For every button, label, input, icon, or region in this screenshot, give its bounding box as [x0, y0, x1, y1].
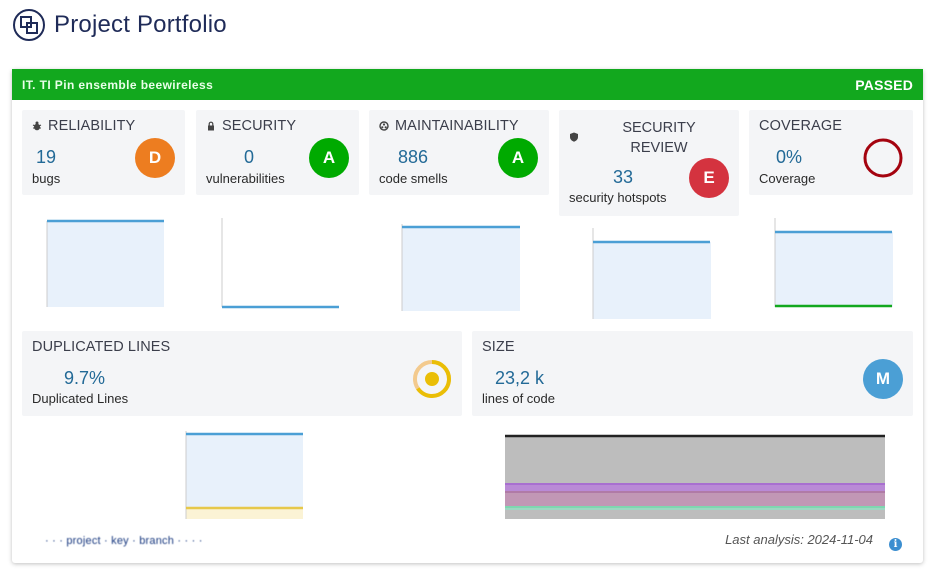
- duplicated-lines-title: DUPLICATED LINES: [32, 339, 170, 355]
- bug-icon: [32, 121, 42, 131]
- security-box[interactable]: SECURITY 0 vulnerabilities A: [196, 110, 359, 195]
- reliability-title: RELIABILITY: [32, 118, 135, 134]
- maintainability-box[interactable]: MAINTAINABILITY 886 code smells A: [369, 110, 549, 195]
- coverage-title: COVERAGE: [759, 118, 842, 134]
- last-analysis-date: Last analysis: 2024-11-04: [725, 532, 873, 547]
- reliability-caption: bugs: [32, 171, 61, 186]
- coverage-value[interactable]: 0%: [776, 147, 803, 167]
- coverage-history-chart[interactable]: [774, 218, 896, 310]
- page-title: Project Portfolio: [54, 11, 227, 38]
- info-icon[interactable]: i: [889, 538, 902, 551]
- maintainability-chart-area: [402, 227, 520, 311]
- duplications-chart-dup-area: [186, 508, 303, 519]
- quality-gate-status: PASSED: [855, 76, 913, 93]
- coverage-gauge[interactable]: [862, 137, 904, 179]
- coverage-box[interactable]: COVERAGE 0% Coverage: [749, 110, 913, 195]
- duplicated-lines-label: DUPLICATED LINES: [32, 339, 171, 355]
- coverage-chart-area: [775, 232, 893, 307]
- reliability-box[interactable]: RELIABILITY 19 bugs D: [22, 110, 185, 195]
- size-chart-area-purple: [505, 484, 885, 492]
- security-rating[interactable]: A: [309, 138, 349, 178]
- duplicated-lines-box[interactable]: DUPLICATED LINES 9.7% Duplicated Lines: [22, 331, 462, 416]
- maintainability-rating[interactable]: A: [498, 138, 538, 178]
- security-history-chart[interactable]: [221, 218, 341, 310]
- coverage-caption: Coverage: [759, 171, 816, 186]
- size-rating[interactable]: M: [863, 359, 903, 399]
- security-caption: vulnerabilities: [206, 171, 285, 186]
- size-value[interactable]: 23,2 k: [495, 368, 545, 388]
- coverage-label: COVERAGE: [759, 118, 842, 134]
- duplications-chart-area: [186, 434, 303, 519]
- size-chart-area-top: [505, 436, 885, 484]
- maintainability-label: MAINTAINABILITY: [395, 118, 519, 134]
- size-box[interactable]: SIZE 23,2 k lines of code M: [472, 331, 913, 416]
- lock-icon: [208, 121, 214, 131]
- security-review-title-line1: SECURITY: [622, 120, 696, 136]
- duplicated-lines-history-chart[interactable]: [185, 431, 305, 521]
- maintainability-history-chart[interactable]: [401, 224, 523, 316]
- maintainability-icon: [379, 121, 389, 131]
- project-card: IT. TI Pin ensemble beewireless PASSED R…: [12, 69, 923, 563]
- security-review-box[interactable]: SECURITY REVIEW 33 security hotspots E: [559, 110, 739, 216]
- duplicated-lines-caption: Duplicated Lines: [32, 391, 129, 406]
- maintainability-caption: code smells: [379, 171, 448, 186]
- project-link[interactable]: · · · project · key · branch · · · ·: [45, 535, 203, 547]
- project-name[interactable]: IT. TI Pin ensemble beewireless: [22, 77, 214, 92]
- shield-icon: [570, 132, 578, 142]
- security-review-caption: security hotspots: [569, 190, 667, 205]
- security-review-history-chart[interactable]: [592, 228, 714, 320]
- security-review-value[interactable]: 33: [613, 167, 634, 187]
- security-review-title: SECURITY REVIEW: [589, 118, 729, 158]
- portfolio-logo-icon: [13, 9, 45, 41]
- quality-gate-bar[interactable]: IT. TI Pin ensemble beewireless PASSED: [12, 69, 923, 100]
- maintainability-title: MAINTAINABILITY: [379, 118, 519, 134]
- page-header: Project Portfolio: [12, 8, 227, 42]
- security-review-title-line2: REVIEW: [630, 140, 688, 156]
- security-value[interactable]: 0: [244, 147, 255, 167]
- duplicated-lines-donut[interactable]: [411, 358, 453, 400]
- size-chart-area-bottom: [505, 510, 885, 519]
- security-title: SECURITY: [206, 118, 296, 134]
- duplicated-lines-value[interactable]: 9.7%: [64, 368, 106, 388]
- size-chart-area-mauve: [505, 492, 885, 506]
- size-caption: lines of code: [482, 391, 555, 406]
- security-review-chart-area: [593, 242, 711, 319]
- security-label: SECURITY: [222, 118, 297, 134]
- reliability-label: RELIABILITY: [48, 118, 136, 134]
- size-label: SIZE: [482, 339, 515, 355]
- reliability-chart-area: [47, 221, 164, 307]
- size-history-chart[interactable]: [505, 434, 885, 520]
- reliability-rating[interactable]: D: [135, 138, 175, 178]
- reliability-history-chart[interactable]: [46, 218, 166, 310]
- reliability-value[interactable]: 19: [36, 147, 57, 167]
- security-review-rating[interactable]: E: [689, 158, 729, 198]
- size-title: SIZE: [482, 339, 515, 355]
- maintainability-value[interactable]: 886: [398, 147, 429, 167]
